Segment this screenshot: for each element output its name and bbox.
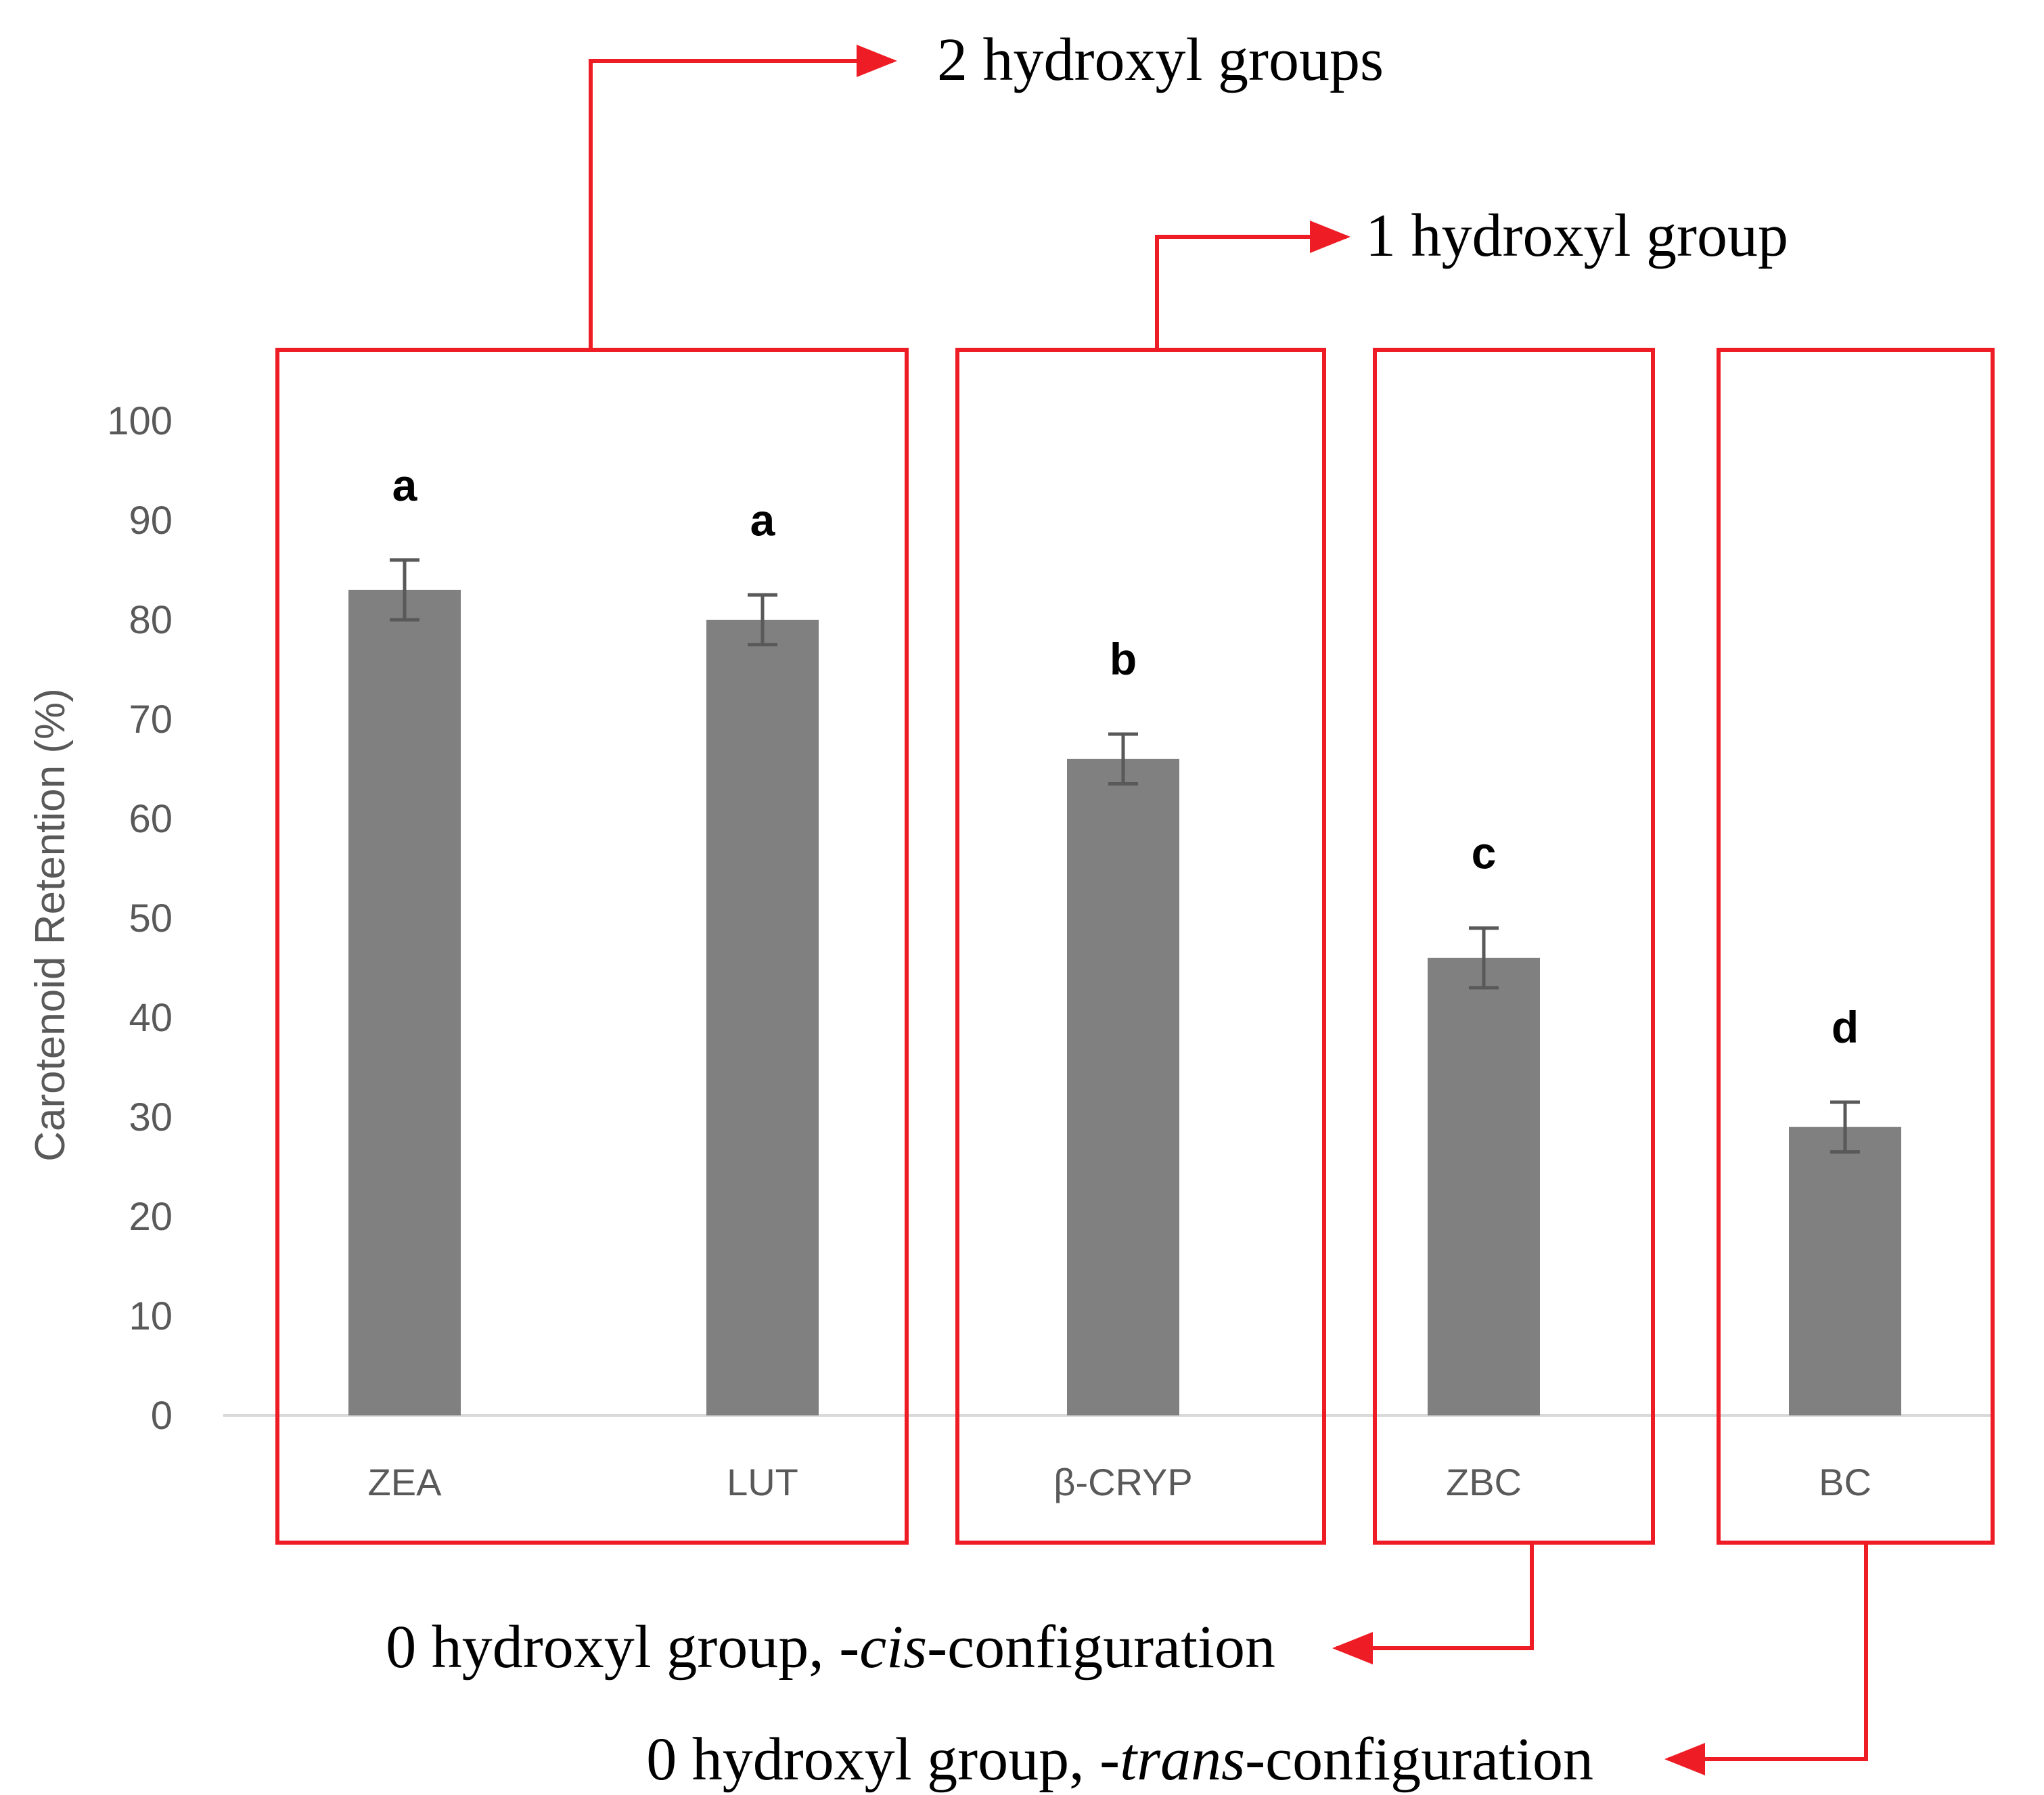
group-box-2 bbox=[955, 348, 1326, 1545]
group-boxes bbox=[275, 348, 1995, 1545]
y-tick-label: 0 bbox=[151, 1394, 173, 1438]
bar-beta-cryp bbox=[1067, 758, 1179, 1415]
y-tick-label: 10 bbox=[129, 1294, 173, 1338]
category-label-lut: LUT bbox=[727, 1461, 798, 1503]
significance-letter-zea: a bbox=[392, 460, 418, 510]
significance-letter-zbc: c bbox=[1472, 828, 1497, 878]
bar-zea bbox=[348, 589, 461, 1415]
group-annotations: 2 hydroxyl groups 1 hydroxyl group 0 hydro… bbox=[386, 26, 1788, 1793]
error-bar-zbc bbox=[1469, 926, 1499, 990]
y-tick-label: 20 bbox=[129, 1195, 173, 1239]
y-tick-label: 70 bbox=[129, 698, 173, 742]
significance-letter-beta-cryp: b bbox=[1110, 634, 1137, 684]
error-bar-beta-cryp bbox=[1108, 732, 1138, 786]
category-label-zea: ZEA bbox=[368, 1461, 442, 1503]
error-bar-bc bbox=[1830, 1100, 1860, 1154]
y-tick-label: 80 bbox=[129, 598, 173, 642]
category-label-bc: BC bbox=[1819, 1461, 1871, 1503]
significance-letter-bc: d bbox=[1832, 1002, 1859, 1052]
group-annotation-4: 0 hydroxyl group, -trans-configuration bbox=[646, 1726, 1593, 1793]
group-connector-arrow-1 bbox=[589, 45, 897, 350]
y-tick-label: 60 bbox=[129, 797, 173, 841]
bar-lut bbox=[706, 620, 819, 1415]
y-tick-label: 30 bbox=[129, 1095, 173, 1139]
bars bbox=[348, 589, 1901, 1415]
group-annotation-3: 0 hydroxyl group, -cis-configuration bbox=[386, 1614, 1275, 1681]
group-box-3 bbox=[1373, 348, 1655, 1545]
significance-letter-lut: a bbox=[750, 495, 776, 545]
bar-zbc bbox=[1428, 957, 1540, 1415]
error-bar-lut bbox=[748, 593, 777, 647]
group-connector-arrow-3 bbox=[1332, 1543, 1534, 1664]
y-tick-label: 100 bbox=[107, 399, 173, 443]
bar-bc bbox=[1789, 1127, 1901, 1415]
y-tick-label: 90 bbox=[129, 499, 173, 543]
group-connectors bbox=[589, 45, 1868, 1775]
error-bar-zea bbox=[390, 558, 419, 622]
group-connector-arrow-4 bbox=[1664, 1543, 1868, 1775]
error-bars bbox=[390, 558, 1860, 1154]
group-annotation-1: 2 hydroxyl groups bbox=[937, 26, 1384, 93]
significance-letters: a a b c d bbox=[392, 460, 1859, 1052]
y-tick-label: 50 bbox=[129, 896, 173, 940]
category-label-beta-cryp: β-CRYP bbox=[1053, 1461, 1192, 1503]
group-connector-arrow-2 bbox=[1155, 221, 1350, 350]
y-axis-label: Carotenoid Retention (%) bbox=[27, 688, 74, 1162]
y-axis-ticks: 0 10 20 30 40 50 60 70 80 90 100 bbox=[107, 399, 173, 1438]
group-box-4 bbox=[1717, 348, 1995, 1545]
y-tick-label: 40 bbox=[129, 996, 173, 1040]
category-label-zbc: ZBC bbox=[1446, 1461, 1522, 1503]
category-labels: ZEA LUT β-CRYP ZBC BC bbox=[368, 1461, 1871, 1503]
group-annotation-2: 1 hydroxyl group bbox=[1365, 202, 1788, 269]
